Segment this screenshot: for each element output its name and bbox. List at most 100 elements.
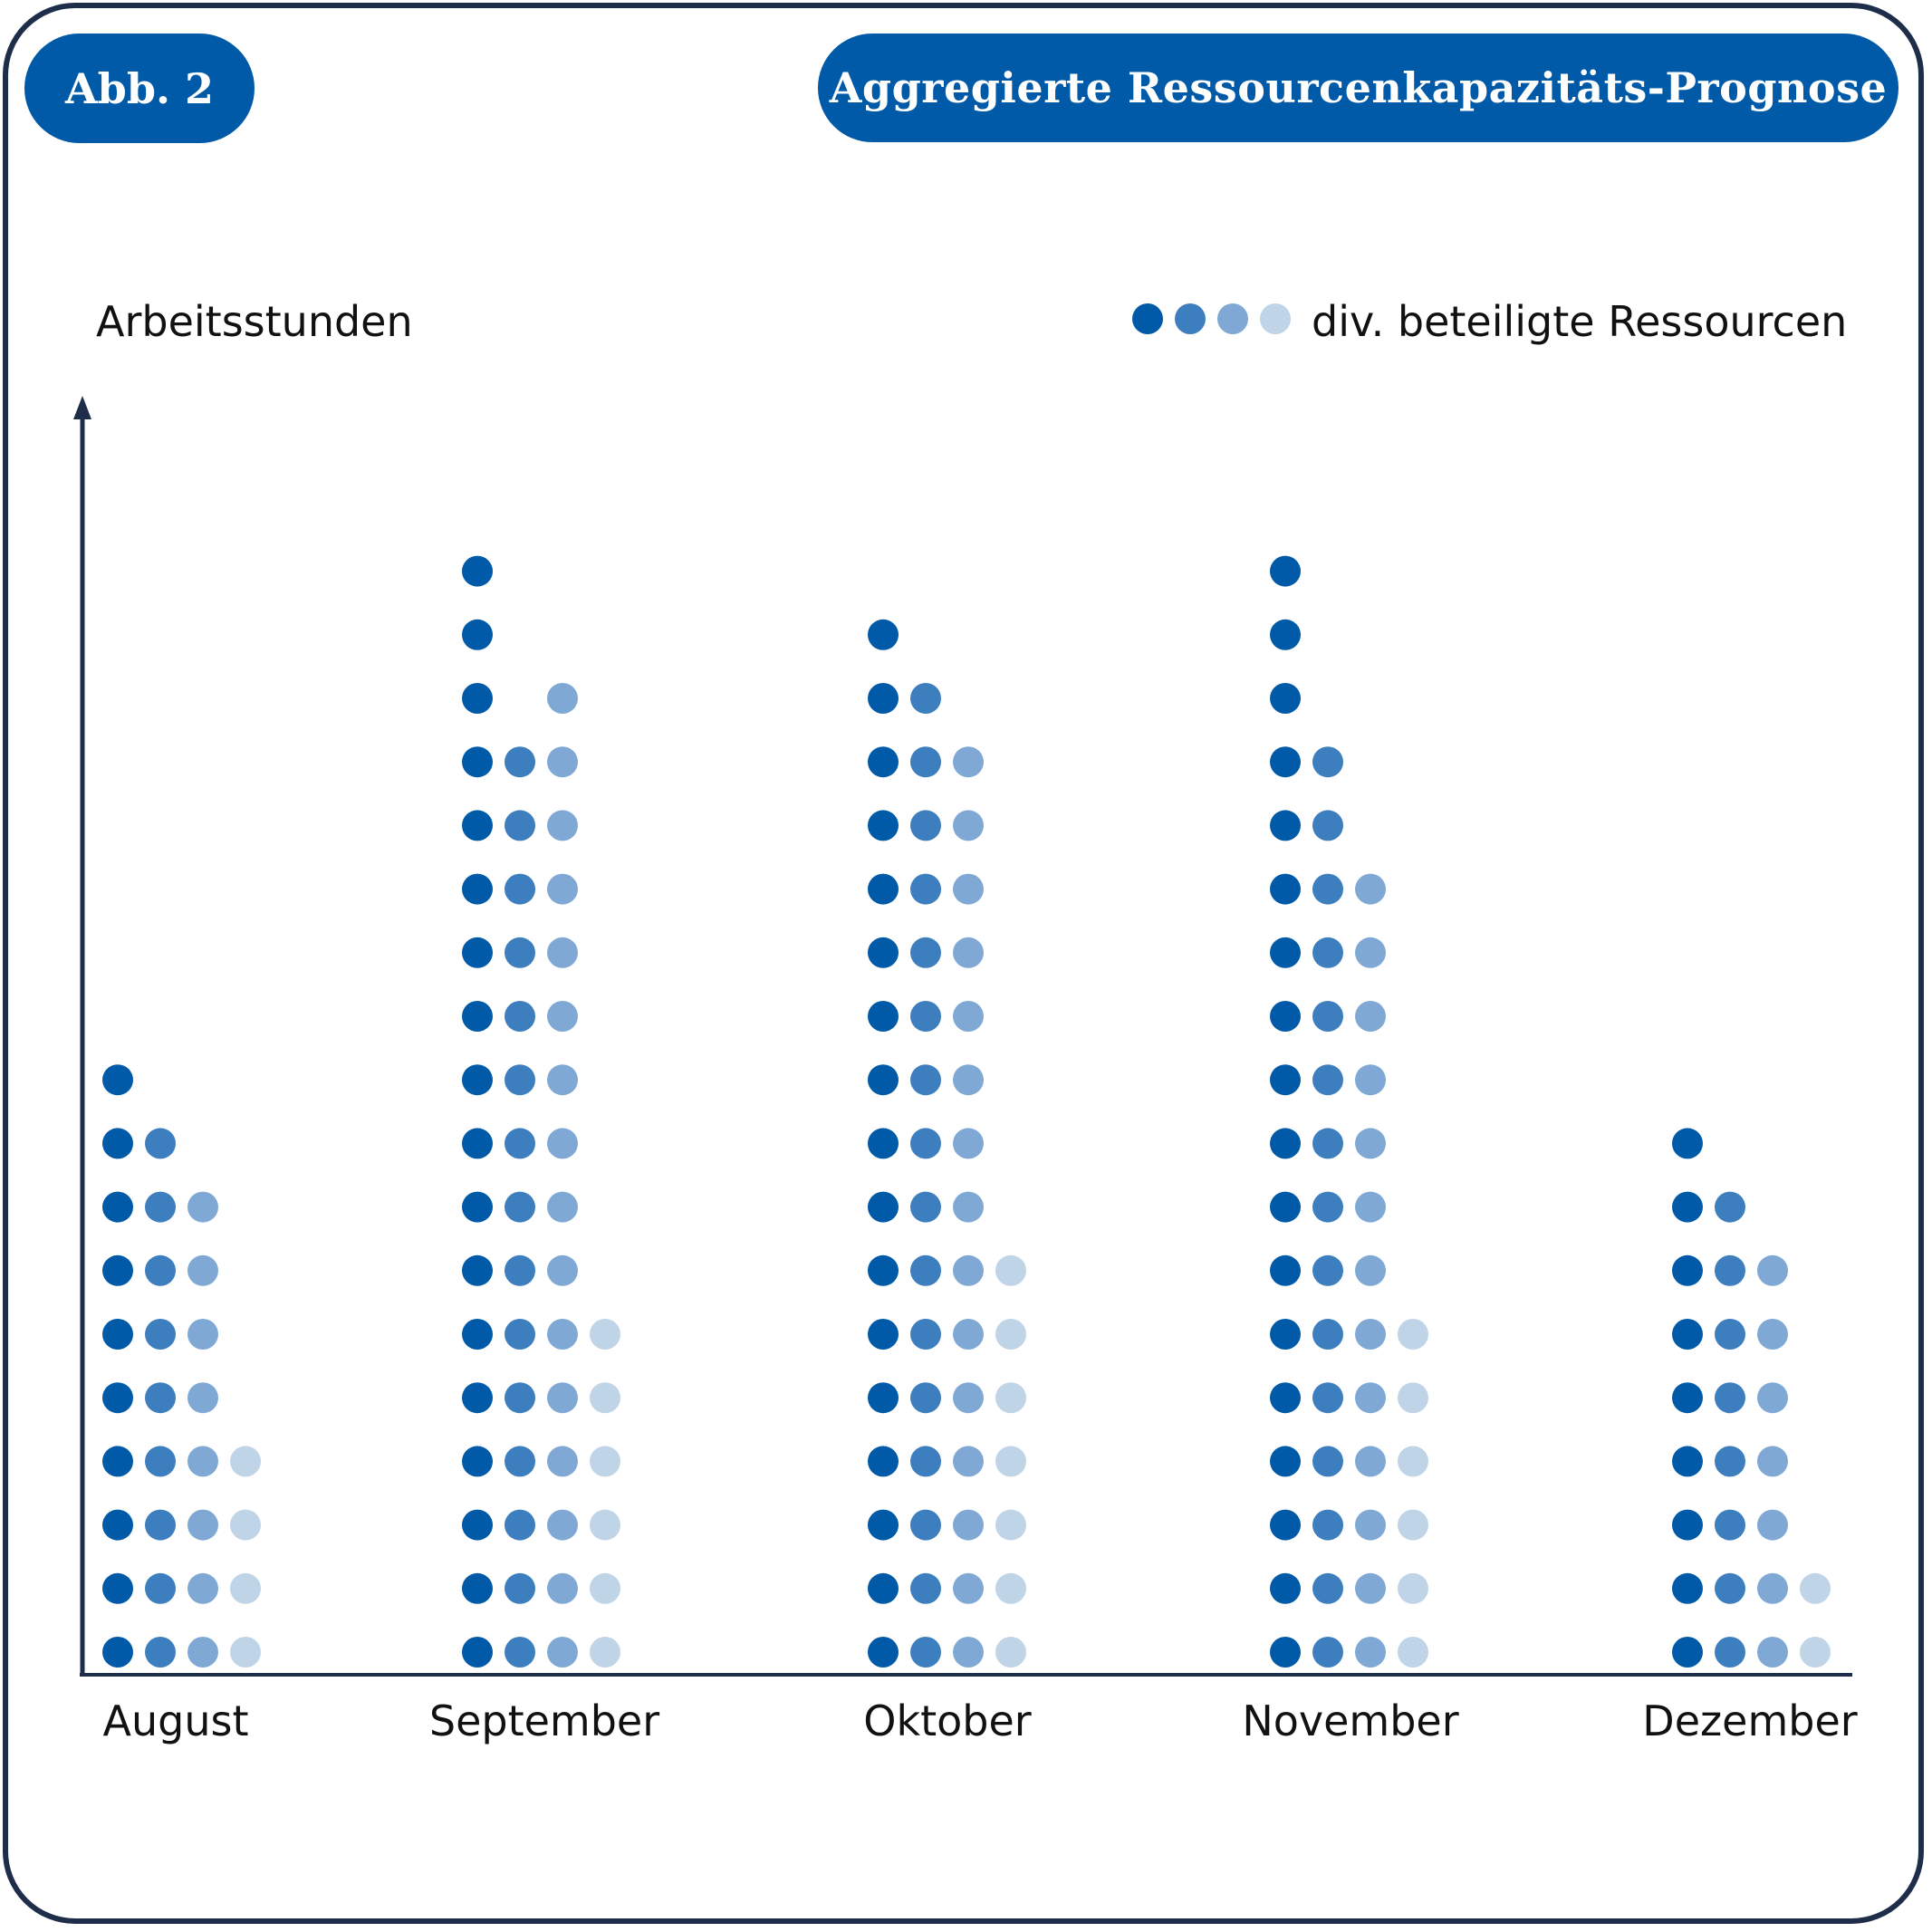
- dot-september-resource-2: [505, 1128, 535, 1159]
- dot-oktober-resource-3: [953, 746, 984, 778]
- dot-dezember-resource-2: [1715, 1254, 1745, 1286]
- dot-november-resource-4: [1398, 1572, 1428, 1604]
- dot-august-resource-3: [187, 1446, 218, 1477]
- dot-november-resource-3: [1355, 1382, 1386, 1414]
- dot-oktober-resource-3: [953, 1191, 984, 1223]
- x-tick-label-dezember: Dezember: [1642, 1697, 1858, 1745]
- dot-dezember-resource-1: [1672, 1191, 1703, 1223]
- dot-august-resource-3: [187, 1319, 218, 1350]
- dot-oktober-resource-4: [995, 1382, 1026, 1414]
- dot-oktober-resource-3: [953, 1637, 984, 1668]
- dot-oktober-resource-1: [868, 1382, 899, 1414]
- dot-oktober-resource-3: [953, 1446, 984, 1477]
- dot-september-resource-3: [547, 683, 578, 714]
- dot-august-resource-2: [145, 1128, 176, 1159]
- dot-oktober-resource-4: [995, 1254, 1026, 1286]
- dot-august-resource-2: [145, 1637, 176, 1668]
- dot-dezember-resource-1: [1672, 1509, 1703, 1541]
- dot-dezember-resource-1: [1672, 1637, 1703, 1668]
- dot-august-resource-2: [145, 1382, 176, 1414]
- dot-september-resource-4: [590, 1382, 620, 1414]
- dot-september-resource-1: [462, 1128, 493, 1159]
- dot-oktober-resource-3: [953, 937, 984, 968]
- dot-november-resource-2: [1312, 1001, 1343, 1032]
- dot-oktober-resource-1: [868, 1509, 899, 1541]
- dot-dezember-resource-3: [1757, 1319, 1788, 1350]
- dot-oktober-resource-1: [868, 1064, 899, 1096]
- dot-november-resource-3: [1355, 1319, 1386, 1350]
- dot-dezember-resource-3: [1757, 1446, 1788, 1477]
- dot-september-resource-1: [462, 810, 493, 841]
- dot-oktober-resource-1: [868, 873, 899, 905]
- dot-oktober-resource-3: [953, 1128, 984, 1159]
- dot-september-resource-1: [462, 1254, 493, 1286]
- dot-august-resource-1: [102, 1572, 133, 1604]
- dot-oktober-resource-2: [910, 1064, 941, 1096]
- dot-oktober-resource-4: [995, 1446, 1026, 1477]
- dot-dezember-resource-2: [1715, 1319, 1745, 1350]
- dot-november-resource-1: [1270, 746, 1301, 778]
- dot-november-resource-1: [1270, 683, 1301, 714]
- dot-november-resource-1: [1270, 1128, 1301, 1159]
- dot-oktober-resource-2: [910, 683, 941, 714]
- dot-dezember-resource-1: [1672, 1446, 1703, 1477]
- dot-oktober-resource-2: [910, 1319, 941, 1350]
- dot-august-resource-1: [102, 1509, 133, 1541]
- dot-oktober-resource-3: [953, 1254, 984, 1286]
- dot-november-resource-2: [1312, 1319, 1343, 1350]
- legend-dots: [1132, 303, 1291, 334]
- dot-september-resource-2: [505, 1382, 535, 1414]
- dot-oktober-resource-2: [910, 1001, 941, 1032]
- dot-september-resource-2: [505, 1509, 535, 1541]
- dot-oktober-resource-4: [995, 1509, 1026, 1541]
- dot-august-resource-4: [230, 1446, 261, 1477]
- dot-november-resource-3: [1355, 1572, 1386, 1604]
- dot-november-resource-1: [1270, 1572, 1301, 1604]
- dot-november-resource-1: [1270, 1382, 1301, 1414]
- legend-dot-resource-3: [1217, 303, 1248, 334]
- dot-september-resource-1: [462, 937, 493, 968]
- dot-september-resource-1: [462, 683, 493, 714]
- dot-dezember-resource-1: [1672, 1319, 1703, 1350]
- data-dots: [102, 555, 1831, 1668]
- dot-november-resource-1: [1270, 1319, 1301, 1350]
- figure-label-badge: Abb. 2: [24, 34, 255, 143]
- dot-september-resource-1: [462, 1382, 493, 1414]
- dot-oktober-resource-2: [910, 937, 941, 968]
- axes: [73, 396, 1852, 1677]
- dot-august-resource-3: [187, 1382, 218, 1414]
- dot-dezember-resource-3: [1757, 1509, 1788, 1541]
- dot-november-resource-2: [1312, 1572, 1343, 1604]
- dot-september-resource-3: [547, 1446, 578, 1477]
- dot-september-resource-1: [462, 1001, 493, 1032]
- dot-august-resource-4: [230, 1572, 261, 1604]
- dot-september-resource-3: [547, 873, 578, 905]
- x-tick-label-august: August: [102, 1697, 249, 1745]
- dot-november-resource-2: [1312, 746, 1343, 778]
- dot-dezember-resource-4: [1800, 1572, 1831, 1604]
- legend-dot-resource-2: [1175, 303, 1206, 334]
- y-axis-arrow: [73, 396, 91, 419]
- dot-september-resource-1: [462, 746, 493, 778]
- dot-september-resource-2: [505, 1254, 535, 1286]
- dot-november-resource-4: [1398, 1446, 1428, 1477]
- x-tick-label-oktober: Oktober: [863, 1697, 1032, 1745]
- dot-november-resource-3: [1355, 1128, 1386, 1159]
- dot-september-resource-1: [462, 619, 493, 650]
- dot-november-resource-3: [1355, 873, 1386, 905]
- dot-november-resource-3: [1355, 1001, 1386, 1032]
- dot-oktober-resource-1: [868, 683, 899, 714]
- dot-august-resource-3: [187, 1637, 218, 1668]
- dot-august-resource-1: [102, 1064, 133, 1096]
- dot-august-resource-2: [145, 1509, 176, 1541]
- dot-dezember-resource-2: [1715, 1446, 1745, 1477]
- dot-oktober-resource-2: [910, 810, 941, 841]
- dot-november-resource-1: [1270, 1254, 1301, 1286]
- dot-august-resource-3: [187, 1572, 218, 1604]
- dot-september-resource-1: [462, 1572, 493, 1604]
- dot-november-resource-3: [1355, 1191, 1386, 1223]
- dot-august-resource-3: [187, 1191, 218, 1223]
- dot-september-resource-3: [547, 1572, 578, 1604]
- dot-oktober-resource-1: [868, 810, 899, 841]
- dot-september-resource-1: [462, 555, 493, 587]
